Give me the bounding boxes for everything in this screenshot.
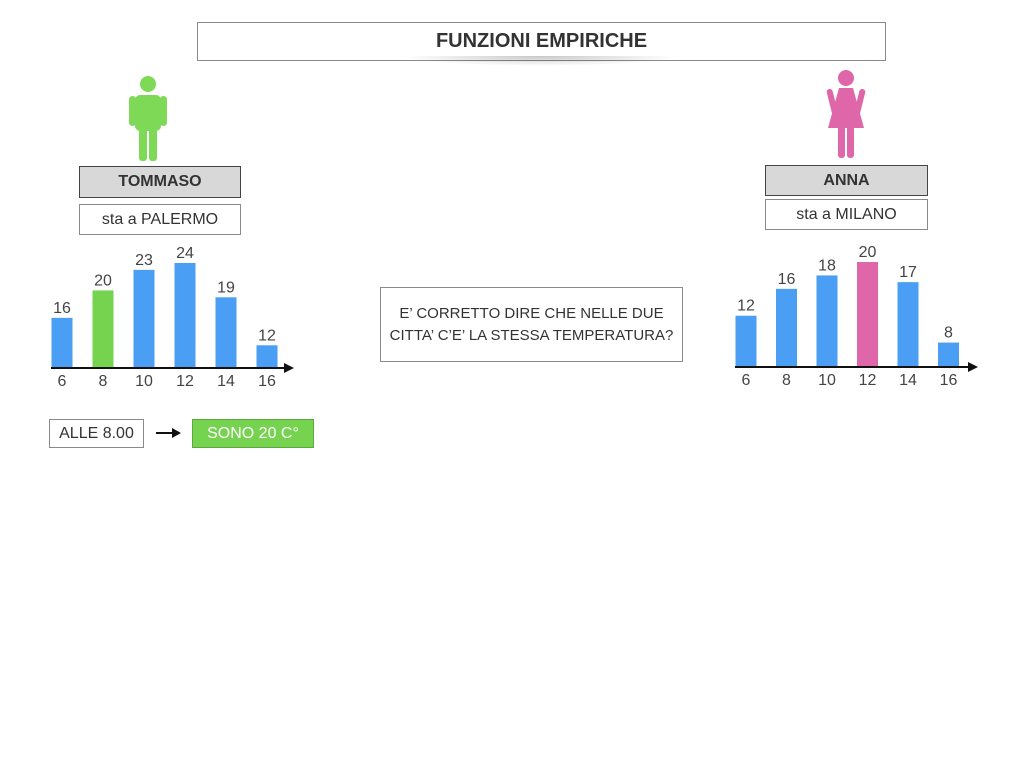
chart-0-tick-label: 14 <box>217 373 235 390</box>
chart-1-tick-label: 12 <box>859 372 877 389</box>
chart-1-data-label: 16 <box>778 271 796 288</box>
chart-0-data-label: 19 <box>217 279 235 296</box>
chart-0-tick-label: 10 <box>135 373 153 390</box>
city-label-right: sta a MILANO <box>765 199 928 230</box>
chart-0-tick-label: 8 <box>99 373 108 390</box>
chart-1-tick-label: 8 <box>782 372 791 389</box>
chart-0-bar <box>256 345 278 367</box>
chart-1-tick-label: 14 <box>899 372 917 389</box>
chart-1-bar <box>735 315 757 366</box>
chart-1-bar <box>857 262 878 366</box>
chart-0-bar <box>51 317 73 367</box>
city-label-left-text: sta a PALERMO <box>101 210 219 228</box>
chart-1-data-label: 20 <box>859 244 877 261</box>
chart-1-data-label: 18 <box>818 257 836 274</box>
question-text: E’ CORRETTO DIRE CHE NELLE DUE CITTA’ C’… <box>389 304 674 344</box>
arrow-right-icon <box>156 428 181 438</box>
chart-0-data-label: 24 <box>176 245 194 262</box>
chart-0-data-label: 16 <box>53 300 71 317</box>
chart-0-tick-label: 12 <box>176 373 194 390</box>
chart-0-bar <box>133 269 155 367</box>
page-title: FUNZIONI EMPIRICHE <box>197 22 886 61</box>
chart-1-data-label: 8 <box>944 325 953 342</box>
chart-0-data-label: 12 <box>258 327 276 344</box>
chart-1-tick-label: 6 <box>742 372 751 389</box>
time-box: ALLE 8.00 <box>49 419 144 448</box>
person-name-right-text: ANNA <box>823 171 870 189</box>
chart-0-bar <box>215 297 237 367</box>
male-person-icon <box>129 76 167 161</box>
chart-0-data-label: 20 <box>94 272 112 289</box>
chart-1-bar <box>776 288 797 366</box>
time-text: ALLE 8.00 <box>59 424 134 442</box>
city-label-left: sta a PALERMO <box>79 204 241 235</box>
female-person-icon <box>826 70 866 158</box>
person-name-right: ANNA <box>765 165 928 196</box>
chart-0-axis-arrow <box>284 363 294 373</box>
chart-0-tick-label: 6 <box>58 373 67 390</box>
person-name-left: TOMMASO <box>79 166 241 198</box>
chart-1-tick-label: 16 <box>940 372 958 389</box>
result-text: SONO 20 C° <box>207 424 299 442</box>
chart-0-data-label: 23 <box>135 252 153 269</box>
chart-1-bar <box>816 275 838 366</box>
chart-1-bar <box>938 342 959 366</box>
title-shadow <box>400 56 680 66</box>
city-label-right-text: sta a MILANO <box>796 205 897 223</box>
page-title-text: FUNZIONI EMPIRICHE <box>435 30 648 52</box>
chart-1-data-label: 12 <box>737 298 755 315</box>
chart-0-tick-label: 16 <box>258 373 276 390</box>
chart-1-tick-label: 10 <box>818 372 836 389</box>
result-box: SONO 20 C° <box>192 419 314 448</box>
chart-0-bar <box>174 263 196 367</box>
chart-1-data-label: 17 <box>899 264 917 281</box>
question-box: E’ CORRETTO DIRE CHE NELLE DUE CITTA’ C’… <box>380 287 683 362</box>
chart-1-bar <box>897 282 919 366</box>
chart-0-bar <box>92 290 114 367</box>
person-name-left-text: TOMMASO <box>118 173 202 190</box>
chart-1-axis-arrow <box>968 362 978 372</box>
